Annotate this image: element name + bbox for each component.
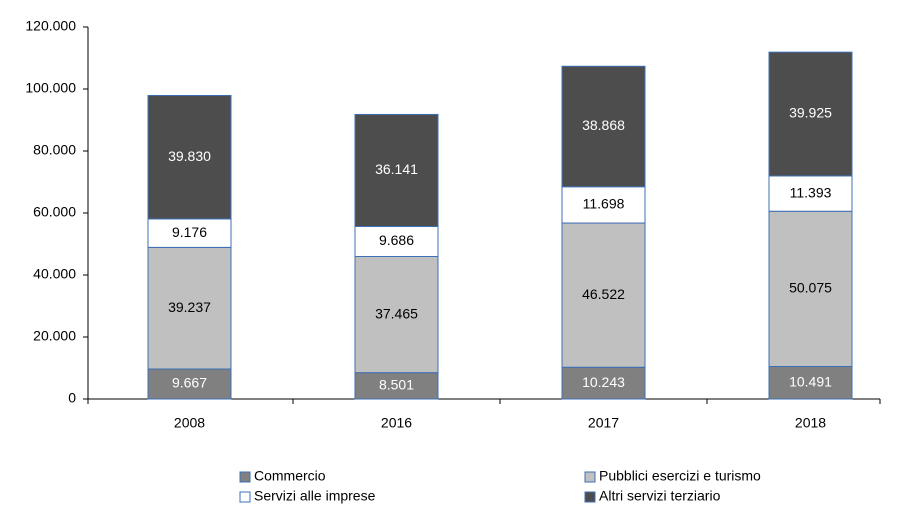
data-label: 46.522 bbox=[582, 286, 625, 302]
data-label: 39.237 bbox=[168, 299, 211, 315]
y-tick-label: 120.000 bbox=[25, 18, 76, 34]
legend-swatch bbox=[584, 491, 596, 503]
y-tick-label: 0 bbox=[68, 390, 76, 406]
y-tick-label: 60.000 bbox=[33, 204, 76, 220]
legend-label: Pubblici esercizi e turismo bbox=[599, 468, 761, 484]
bar-segment bbox=[354, 113, 439, 227]
x-tick-label: 2008 bbox=[174, 415, 205, 431]
legend-label: Commercio bbox=[254, 468, 326, 484]
data-label: 9.176 bbox=[172, 224, 207, 240]
bar-segment bbox=[768, 210, 853, 367]
x-tick-label: 2016 bbox=[381, 415, 412, 431]
bar-segment bbox=[147, 94, 232, 220]
data-label: 39.925 bbox=[789, 105, 832, 121]
legend-swatch bbox=[239, 471, 251, 483]
bar-segment bbox=[561, 65, 646, 188]
data-label: 39.830 bbox=[168, 148, 211, 164]
y-tick-label: 80.000 bbox=[33, 142, 76, 158]
data-label: 38.868 bbox=[582, 117, 625, 133]
data-label: 36.141 bbox=[375, 161, 418, 177]
x-tick-label: 2018 bbox=[795, 415, 826, 431]
data-label: 11.698 bbox=[583, 196, 625, 212]
bar-segment bbox=[561, 366, 646, 400]
y-tick-label: 20.000 bbox=[33, 328, 76, 344]
legend-swatch bbox=[239, 491, 251, 503]
legend-label: Servizi alle imprese bbox=[254, 488, 376, 504]
y-tick-label: 40.000 bbox=[33, 266, 76, 282]
bar-segment bbox=[768, 175, 853, 212]
data-label: 10.243 bbox=[582, 374, 625, 390]
bar-segment bbox=[768, 51, 853, 177]
bar-segment bbox=[354, 256, 439, 374]
data-label: 10.491 bbox=[789, 373, 832, 389]
x-tick-label: 2017 bbox=[588, 415, 619, 431]
bar-segment bbox=[561, 222, 646, 368]
data-label: 37.465 bbox=[375, 305, 418, 321]
legend-swatch bbox=[584, 471, 596, 483]
y-tick-label: 100.000 bbox=[25, 80, 76, 96]
data-label: 9.667 bbox=[172, 375, 207, 391]
data-label: 50.075 bbox=[789, 280, 832, 296]
data-label: 11.393 bbox=[790, 184, 832, 200]
data-label: 9.686 bbox=[379, 232, 414, 248]
bar-segment bbox=[147, 246, 232, 370]
legend-label: Altri servizi terziario bbox=[599, 488, 721, 504]
data-label: 8.501 bbox=[379, 377, 414, 393]
